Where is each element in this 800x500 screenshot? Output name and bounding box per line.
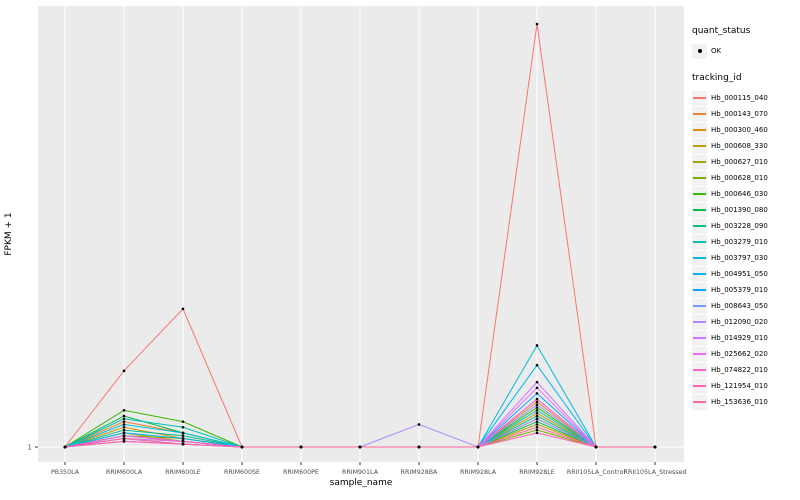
legend-item-tracking-id: Hb_000646_030 [692, 186, 798, 202]
series-line-icon [692, 154, 707, 170]
legend-item-label: Hb_003228_090 [711, 222, 768, 230]
legend-item-label: Hb_004951_050 [711, 270, 768, 278]
legend-item-ok: OK [692, 43, 798, 59]
svg-text:RRII105LA_Stressed: RRII105LA_Stressed [624, 469, 687, 476]
legend-item-label: Hb_003797_030 [711, 254, 768, 262]
legend-item-tracking-id: Hb_008643_050 [692, 298, 798, 314]
series-line-icon [692, 90, 707, 106]
ok-point-icon [692, 43, 707, 59]
legend-item-tracking-id: Hb_012090_020 [692, 314, 798, 330]
svg-text:RRIM600SE: RRIM600SE [224, 469, 260, 476]
legend-item-tracking-id: Hb_025662_020 [692, 346, 798, 362]
legend-item-label: Hb_074822_010 [711, 366, 768, 374]
series-line-icon [692, 266, 707, 282]
legend-item-tracking-id: Hb_001390_080 [692, 202, 798, 218]
legend-item-label: Hb_003279_010 [711, 238, 768, 246]
series-line-icon [692, 362, 707, 378]
legend-item-tracking-id: Hb_005379_010 [692, 282, 798, 298]
legend-item-tracking-id: Hb_000628_010 [692, 170, 798, 186]
legend: quant_status OK tracking_id Hb_000115_04… [692, 22, 798, 410]
svg-text:RRIM901LA: RRIM901LA [342, 469, 379, 476]
series-line-icon [692, 186, 707, 202]
svg-text:RRIM928LE: RRIM928LE [519, 469, 555, 476]
legend-item-label: Hb_000608_330 [711, 142, 768, 150]
legend-item-label: Hb_025662_020 [711, 350, 768, 358]
svg-text:1: 1 [28, 444, 32, 452]
legend-item-label: Hb_001390_080 [711, 206, 768, 214]
legend-item-label: Hb_014929_010 [711, 334, 768, 342]
legend-item-label: Hb_000646_030 [711, 190, 768, 198]
series-line-icon [692, 234, 707, 250]
legend-item-label: Hb_000300_460 [711, 126, 768, 134]
x-axis-title: sample_name [329, 478, 393, 488]
legend-item-tracking-id: Hb_074822_010 [692, 362, 798, 378]
svg-text:RRIM600PE: RRIM600PE [283, 469, 319, 476]
svg-text:PB350LA: PB350LA [51, 469, 80, 476]
legend-item-tracking-id: Hb_014929_010 [692, 330, 798, 346]
tracking-id-legend-list: Hb_000115_040 Hb_000143_070 Hb_000300_460 H… [692, 90, 798, 410]
series-line-icon [692, 394, 707, 410]
legend-item-tracking-id: Hb_000627_010 [692, 154, 798, 170]
svg-text:RRIM928BA: RRIM928BA [401, 469, 438, 476]
series-line-icon [692, 106, 707, 122]
series-line-icon [692, 282, 707, 298]
legend-item-label: Hb_008643_050 [711, 302, 768, 310]
legend-item-tracking-id: Hb_003279_010 [692, 234, 798, 250]
svg-text:RRIM600LA: RRIM600LA [106, 469, 143, 476]
series-line-icon [692, 378, 707, 394]
svg-text:RRIM600LE: RRIM600LE [165, 469, 201, 476]
series-line-icon [692, 218, 707, 234]
svg-text:RRII105LA_Control: RRII105LA_Control [567, 469, 626, 476]
series-line-icon [692, 314, 707, 330]
legend-item-tracking-id: Hb_003797_030 [692, 250, 798, 266]
series-line-icon [692, 346, 707, 362]
legend-item-label: OK [711, 47, 722, 55]
legend-item-tracking-id: Hb_003228_090 [692, 218, 798, 234]
legend-item-label: Hb_012090_020 [711, 318, 768, 326]
series-line-icon [692, 330, 707, 346]
legend-item-label: Hb_005379_010 [711, 286, 768, 294]
legend-item-label: Hb_121954_010 [711, 382, 768, 390]
legend-item-tracking-id: Hb_004951_050 [692, 266, 798, 282]
series-line-icon [692, 250, 707, 266]
legend-item-tracking-id: Hb_000143_070 [692, 106, 798, 122]
legend-item-label: Hb_000628_010 [711, 174, 768, 182]
legend-item-label: Hb_000627_010 [711, 158, 768, 166]
legend-item-tracking-id: Hb_153636_010 [692, 394, 798, 410]
legend-title-quant-status: quant_status [692, 26, 751, 36]
series-line-icon [692, 202, 707, 218]
legend-item-tracking-id: Hb_000115_040 [692, 90, 798, 106]
legend-title-tracking-id: tracking_id [692, 73, 742, 83]
legend-item-tracking-id: Hb_121954_010 [692, 378, 798, 394]
legend-item-label: Hb_000143_070 [711, 110, 768, 118]
svg-text:RRIM928LA: RRIM928LA [460, 469, 497, 476]
legend-item-tracking-id: Hb_000608_330 [692, 138, 798, 154]
legend-item-tracking-id: Hb_000300_460 [692, 122, 798, 138]
legend-item-label: Hb_000115_040 [711, 94, 768, 102]
series-line-icon [692, 138, 707, 154]
series-line-icon [692, 170, 707, 186]
legend-item-label: Hb_153636_010 [711, 398, 768, 406]
series-line-icon [692, 298, 707, 314]
series-line-icon [692, 122, 707, 138]
